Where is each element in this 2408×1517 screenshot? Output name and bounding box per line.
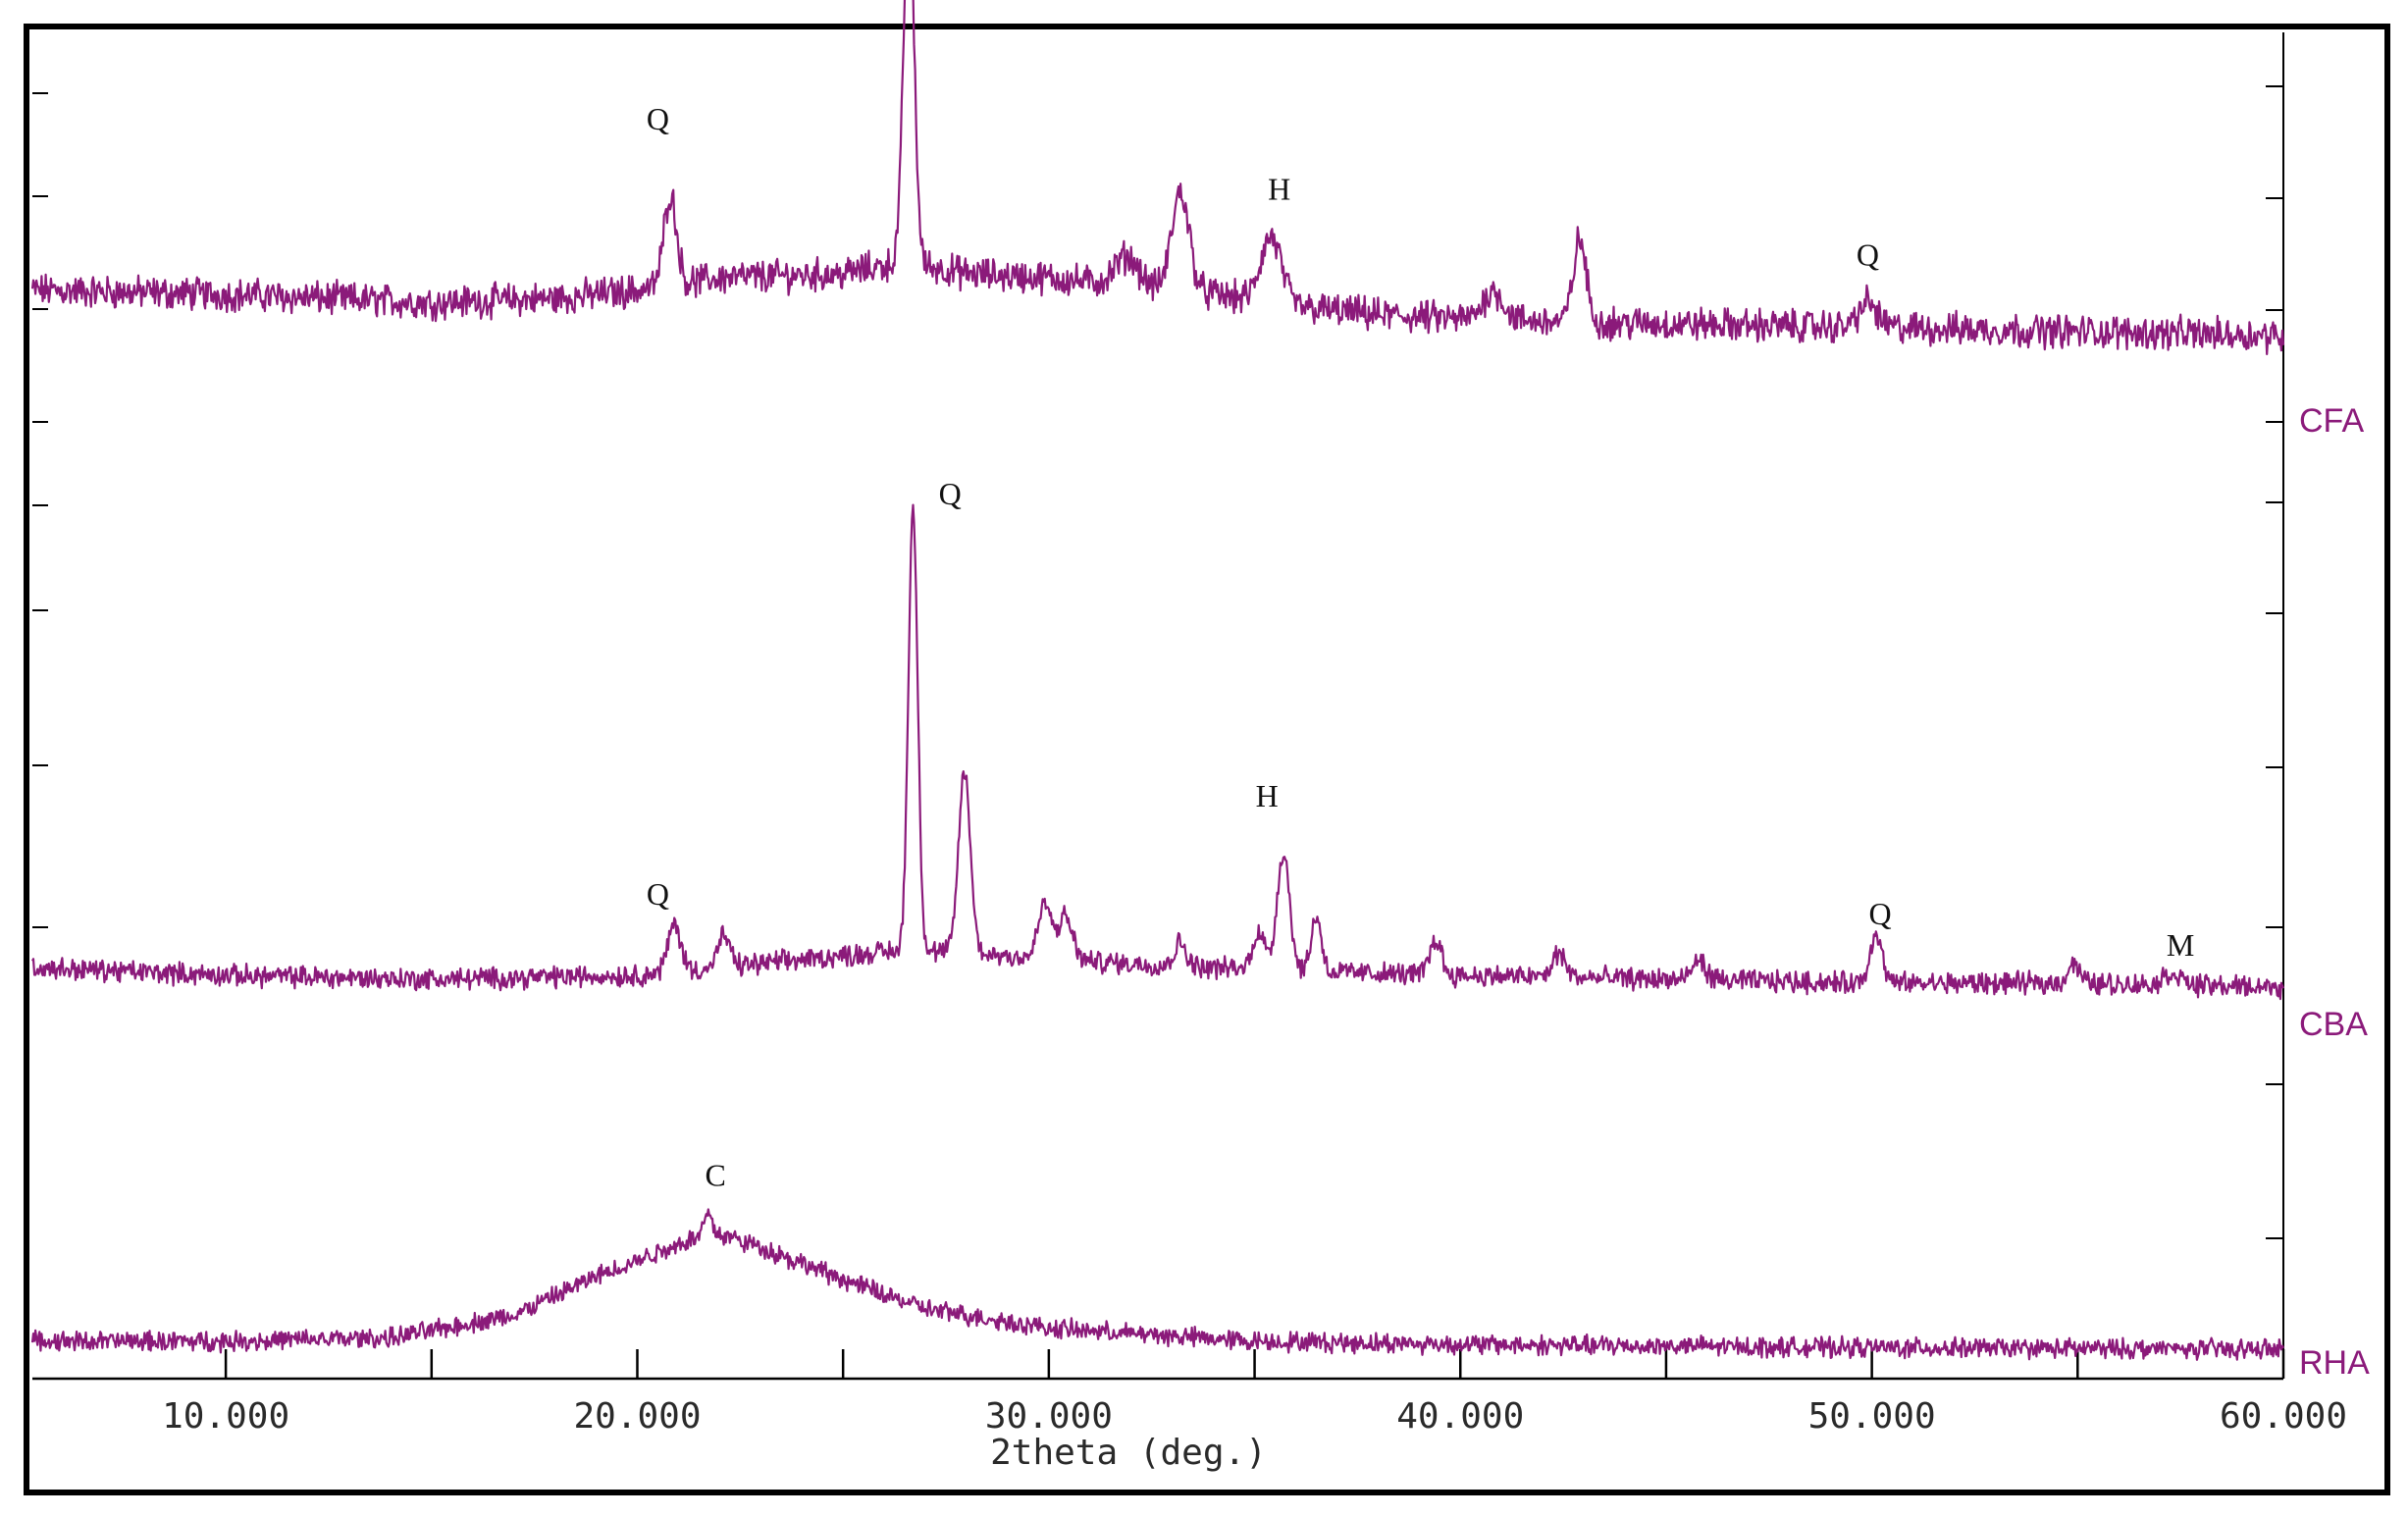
peak-annotations: QQHQQQHQMC <box>647 101 2194 1192</box>
x-tick-label: 40.000 <box>1396 1396 1524 1437</box>
x-axis-ticks: 10.000 20.000 30.000 40.000 50.000 60.000 <box>162 1349 2347 1437</box>
series-trace-cba <box>31 503 2285 1001</box>
x-tick-label: 30.000 <box>985 1396 1113 1437</box>
peak-label: C <box>705 1157 725 1192</box>
peak-label: Q <box>939 476 962 511</box>
peak-label: H <box>1256 778 1279 813</box>
peak-label: Q <box>647 876 669 912</box>
y-tick-marks <box>32 85 2283 1239</box>
peak-label: Q <box>1857 237 1879 273</box>
x-tick-label: 50.000 <box>1808 1396 1936 1437</box>
x-tick-label: 60.000 <box>2220 1396 2347 1437</box>
series-layer <box>30 0 2285 1361</box>
peak-label: Q <box>647 101 669 136</box>
peak-label: M <box>2167 927 2194 963</box>
x-tick-label: 10.000 <box>162 1396 289 1437</box>
x-axis-title: 2theta (deg.) <box>990 1433 1267 1473</box>
series-label-rha: RHA <box>2299 1344 2370 1382</box>
peak-label: H <box>1268 171 1290 206</box>
peak-label: Q <box>1868 896 1891 931</box>
x-tick-label: 20.000 <box>573 1396 701 1437</box>
series-trace-cfa <box>30 0 2285 355</box>
series-labels: CFA CBA RHA <box>2299 402 2370 1382</box>
plot-frame <box>32 32 2284 1381</box>
outer-border <box>24 24 2390 1495</box>
series-trace-rha <box>30 1208 2285 1361</box>
series-label-cfa: CFA <box>2299 402 2364 440</box>
series-label-cba: CBA <box>2299 1006 2368 1043</box>
